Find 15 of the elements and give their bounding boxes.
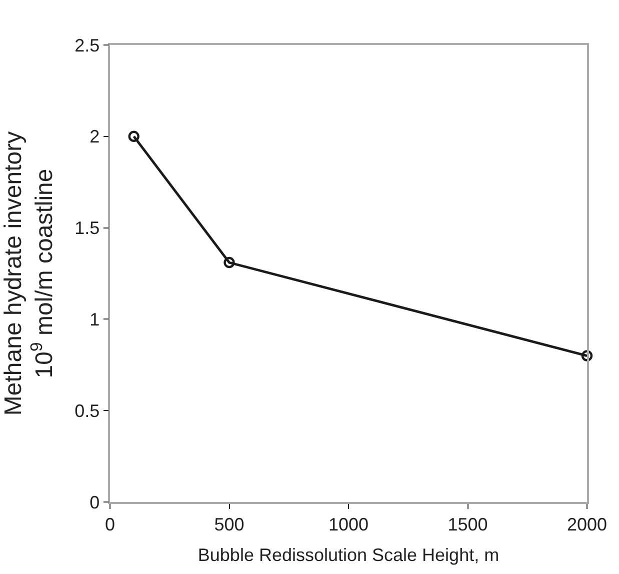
y-tick-label: 1 — [90, 310, 100, 330]
y-tick-label: 2 — [90, 126, 100, 147]
x-axis-title: Bubble Redissolution Scale Height, m — [198, 544, 500, 565]
x-tick-label: 1000 — [328, 514, 369, 534]
y-tick-label: 1.5 — [74, 218, 100, 238]
x-tick-label: 1500 — [448, 514, 488, 534]
y-tick-label: 0 — [90, 492, 100, 512]
point — [224, 256, 235, 268]
x-tick-label: 2000 — [566, 514, 608, 534]
x-tick-label: 500 — [214, 514, 244, 534]
x-tick-label: 0 — [104, 514, 116, 534]
y-tick-label: 0.5 — [74, 400, 100, 421]
y-tick-label: 2.5 — [74, 35, 100, 56]
point — [581, 350, 593, 362]
point — [128, 130, 140, 142]
